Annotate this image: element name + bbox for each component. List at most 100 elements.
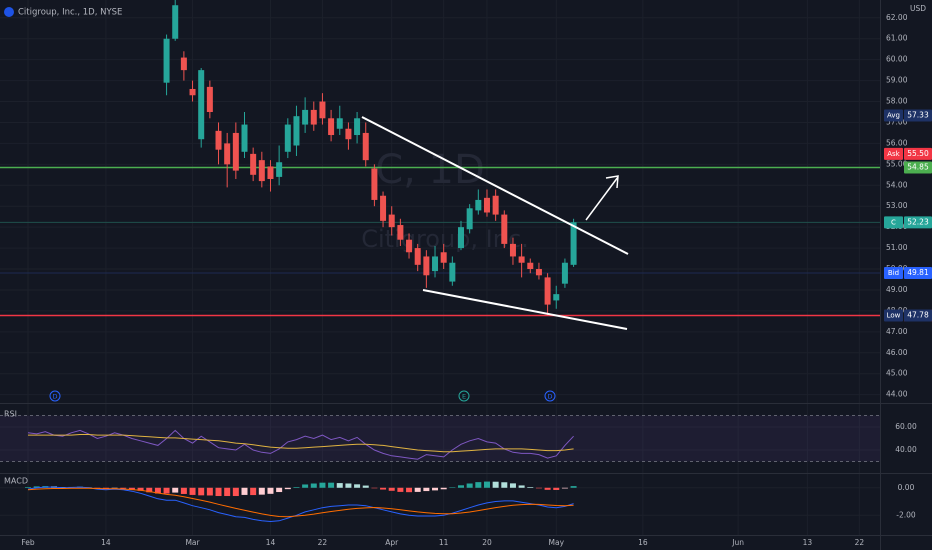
macd-histogram-bar [501, 482, 508, 488]
price-tag: Low [887, 311, 901, 319]
x-tick-label: 11 [439, 538, 449, 547]
y-tick-label: 45.00 [886, 369, 908, 378]
macd-histogram-bar [33, 486, 40, 488]
candle-body [250, 153, 257, 175]
watermark-symbol: C, 1D [375, 147, 485, 193]
macd-histogram-bar [518, 485, 525, 488]
x-tick-label: 20 [482, 538, 492, 547]
rsi-ma-line [28, 434, 574, 453]
macd-histogram-bar [553, 487, 560, 490]
candle-body [172, 5, 179, 39]
y-tick-label: 60.00 [886, 55, 908, 64]
macd-histogram-bar [561, 487, 568, 489]
macd-histogram-bar [432, 487, 439, 491]
macd-histogram-bar [137, 487, 144, 491]
candle-body [544, 277, 551, 305]
x-tick-label: 22 [855, 538, 865, 547]
macd-histogram-bar [241, 487, 248, 495]
x-tick-label: 13 [803, 538, 813, 547]
rsi-band [0, 415, 880, 462]
macd-histogram-bar [215, 487, 222, 497]
candle-body [180, 57, 187, 71]
macd-histogram-bar [146, 487, 153, 493]
macd-histogram-bar [198, 487, 205, 496]
y-tick-label: 47.00 [886, 327, 908, 336]
candle-body [466, 208, 473, 230]
price-badge-label: 54.85 [907, 162, 929, 171]
grid [0, 0, 880, 535]
candle-body [284, 124, 291, 152]
x-tick-label: 14 [101, 538, 111, 547]
y-tick-label: 46.00 [886, 348, 908, 357]
price-badge-label: 52.23 [907, 217, 929, 226]
price-badge-label: 57.33 [907, 111, 929, 120]
candle-body [319, 101, 326, 119]
candle-body [483, 197, 490, 213]
candle-body [501, 214, 508, 244]
candle-body [380, 195, 387, 221]
price-badge-label: 55.50 [907, 149, 929, 158]
price-pane [0, 0, 880, 317]
x-tick-label: 22 [318, 538, 328, 547]
candle-body [561, 262, 568, 284]
y-tick-label: 62.00 [886, 13, 908, 22]
y-tick-label: 51.00 [886, 243, 908, 252]
macd-histogram-bar [440, 487, 447, 490]
macd-histogram-bar [206, 487, 213, 496]
macd-histogram-bar [544, 487, 551, 490]
x-tick-label: 16 [638, 538, 648, 547]
candle-body [449, 262, 456, 282]
x-tick-label: Mar [185, 538, 200, 547]
macd-histogram-bar [250, 487, 257, 496]
candle-body [258, 160, 265, 182]
macd-line [27, 486, 574, 523]
price-tag: C [891, 218, 896, 226]
macd-histogram-bar [154, 487, 161, 494]
candle-body [302, 109, 309, 125]
macd-histogram-bar [328, 482, 335, 488]
y-tick-label: 59.00 [886, 76, 908, 85]
macd-histogram-bar [267, 487, 274, 494]
macd-histogram-bar [414, 487, 421, 492]
arrow-head [605, 175, 619, 189]
macd-pane [25, 481, 577, 523]
y-tick-label: 54.00 [886, 180, 908, 189]
macd-histogram-bar [163, 487, 170, 494]
price-tag-box [884, 109, 903, 122]
y-tick-label: 57.00 [886, 117, 908, 126]
macd-histogram-bar [224, 487, 231, 497]
candle-body [198, 70, 205, 140]
candle-body [509, 243, 516, 257]
candle-body [224, 143, 231, 165]
macd-histogram-bar [483, 481, 490, 488]
macd-histogram-bar [25, 487, 31, 488]
macd-tick-label: 0.00 [898, 483, 915, 492]
price-tag: Ask [887, 150, 900, 158]
candle-body [354, 118, 361, 136]
event-label: E [462, 393, 466, 401]
candle-body [535, 269, 542, 276]
watermark-name: Citigroup, Inc. [361, 225, 529, 253]
candle-body [527, 262, 534, 270]
price-badge [904, 266, 932, 279]
currency: USD [910, 4, 926, 13]
trend-line [361, 116, 629, 255]
event-marker [49, 390, 61, 402]
y-tick-label: 49.00 [886, 285, 908, 294]
candle-body [553, 294, 560, 301]
macd-histogram-bar [371, 487, 378, 489]
price-badge-label: 49.81 [907, 268, 929, 277]
chart-title[interactable]: Citigroup, Inc., 1D, NYSE [18, 8, 122, 18]
macd-histogram-bar [492, 481, 499, 488]
price-tag-box [884, 309, 903, 322]
macd-histogram-bar [111, 487, 118, 489]
x-tick-label: Feb [21, 538, 35, 547]
price-badge [904, 216, 932, 229]
macd-histogram-bar [423, 487, 430, 492]
x-tick-label: Apr [385, 538, 399, 547]
candle-body [414, 248, 421, 265]
signal-line [27, 487, 574, 518]
